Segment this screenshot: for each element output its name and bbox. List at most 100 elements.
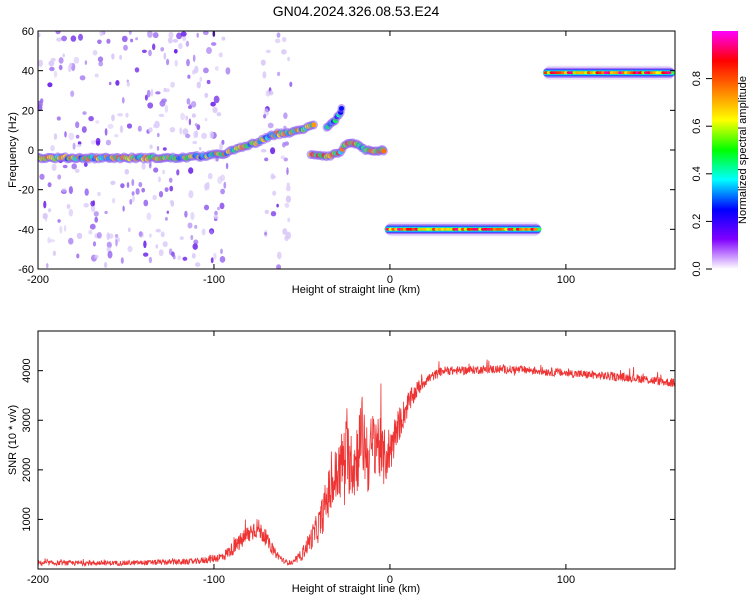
noise-speck: [225, 162, 229, 170]
noise-speck: [121, 97, 125, 104]
snr-frame: [37, 330, 676, 570]
noise-speck: [120, 183, 125, 189]
noise-speck: [158, 176, 161, 183]
noise-speck: [182, 128, 189, 136]
noise-speck: [153, 124, 156, 128]
noise-speck: [155, 91, 161, 95]
line-core: [666, 71, 672, 75]
noise-speck: [262, 71, 267, 79]
snr-ytick-label: 4000: [21, 358, 33, 382]
noise-speck: [150, 88, 154, 97]
noise-speck: [88, 116, 94, 122]
noise-speck: [190, 212, 195, 220]
noise-speck: [126, 182, 130, 188]
noise-speck: [75, 134, 80, 139]
noise-speck: [216, 112, 222, 117]
noise-speck: [163, 87, 167, 93]
noise-speck: [104, 128, 108, 136]
noise-speck: [62, 53, 65, 58]
noise-speck: [111, 53, 115, 60]
noise-speck: [131, 179, 135, 186]
noise-speck: [192, 140, 197, 145]
noise-speck: [225, 67, 231, 75]
noise-speck: [260, 148, 267, 153]
noise-speck: [285, 195, 291, 203]
noise-speck: [63, 225, 67, 232]
noise-speck: [264, 229, 268, 238]
snr-series-line: [38, 359, 675, 568]
noise-speck: [214, 210, 218, 216]
colorbar-tick-label: 0.6: [691, 119, 703, 134]
noise-speck: [143, 240, 147, 249]
noise-speck: [201, 132, 208, 139]
noise-speck: [282, 228, 288, 235]
noise-speck: [57, 219, 61, 223]
noise-speck: [170, 200, 175, 207]
colorbar-label: Normalized spectral amplitude: [737, 76, 749, 224]
noise-speck: [111, 114, 115, 122]
noise-speck: [95, 120, 100, 124]
noise-speck: [84, 60, 88, 65]
noise-speck: [38, 59, 43, 67]
noise-speck: [141, 187, 146, 193]
noise-speck: [213, 214, 219, 219]
noise-speck: [105, 139, 111, 146]
noise-speck: [58, 64, 63, 71]
noise-speck: [186, 58, 190, 67]
noise-speck: [161, 98, 168, 103]
noise-speck: [206, 79, 211, 85]
noise-speck: [201, 228, 206, 236]
noise-speck: [90, 204, 96, 213]
spectrogram-feature-track: [322, 103, 346, 132]
snr-panel: -200 -100 0 100 1000 2000 3000 4000 Height of …: [7, 330, 676, 595]
noise-speck: [64, 131, 67, 138]
snr-xlabel: Height of straight line (km): [292, 583, 420, 595]
noise-speck: [141, 49, 147, 53]
noise-speck: [192, 54, 196, 62]
noise-speck: [283, 112, 288, 119]
noise-speck: [172, 38, 179, 43]
spectrogram-feature-noise_band: [260, 32, 293, 269]
noise-speck: [270, 211, 277, 217]
noise-speck: [125, 112, 129, 118]
noise-speck: [174, 59, 178, 67]
noise-speck: [178, 43, 183, 50]
spectrogram-xtick-label: -200: [27, 274, 49, 286]
spectrogram-ytick-label: -40: [18, 224, 34, 236]
noise-speck: [177, 255, 182, 261]
noise-speck: [173, 49, 178, 54]
noise-speck: [47, 82, 53, 88]
noise-speck: [164, 187, 169, 193]
noise-speck: [196, 32, 199, 38]
noise-speck: [147, 31, 153, 38]
noise-speck: [78, 33, 83, 41]
noise-speck: [203, 204, 210, 211]
noise-speck: [187, 74, 191, 79]
noise-speck: [267, 122, 274, 129]
noise-speck: [66, 204, 71, 209]
noise-speck: [179, 127, 183, 135]
noise-speck: [190, 234, 194, 241]
noise-speck: [219, 256, 226, 263]
noise-speck: [89, 223, 96, 230]
noise-speck: [72, 142, 76, 150]
noise-speck: [68, 132, 75, 141]
noise-speck: [283, 157, 288, 162]
noise-speck: [169, 127, 176, 133]
noise-speck: [157, 132, 160, 138]
noise-speck: [76, 253, 80, 259]
colorbar-tick-label: 0.8: [691, 71, 703, 86]
noise-speck: [55, 31, 61, 35]
noise-speck: [117, 113, 123, 117]
noise-speck: [221, 36, 226, 41]
noise-speck: [285, 185, 291, 192]
noise-speck: [184, 210, 188, 218]
noise-speck: [135, 37, 139, 41]
noise-speck: [56, 116, 61, 121]
noise-speck: [94, 216, 98, 223]
noise-speck: [265, 49, 271, 54]
noise-speck: [43, 200, 47, 209]
noise-speck: [68, 208, 74, 217]
noise-speck: [127, 227, 131, 233]
snr-ytick-label: 3000: [21, 408, 33, 432]
